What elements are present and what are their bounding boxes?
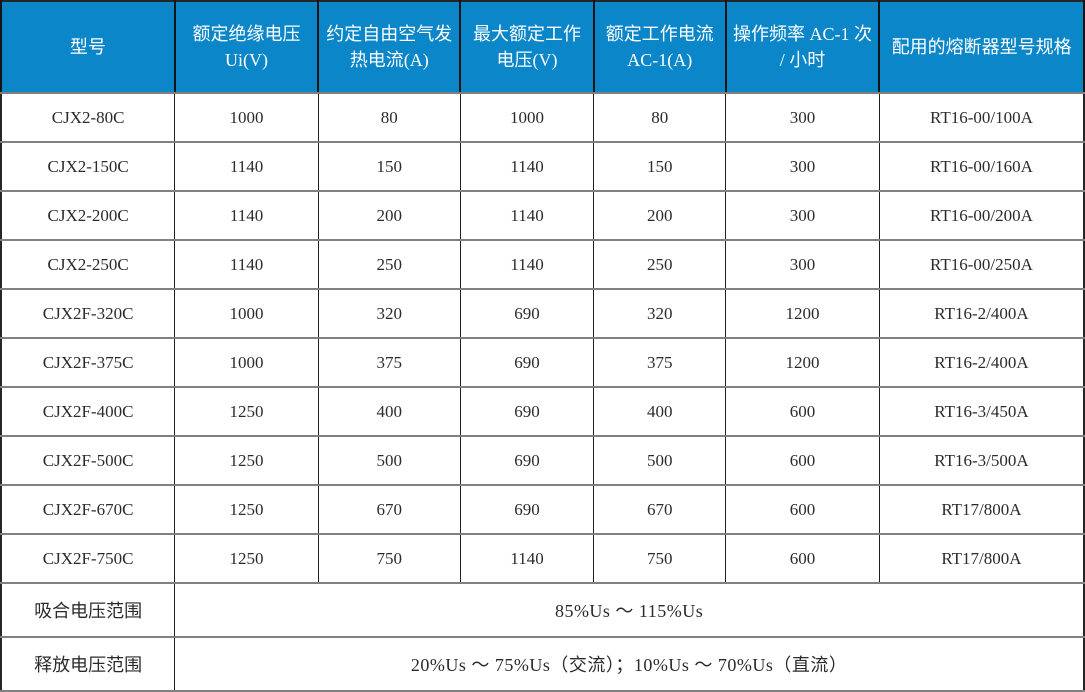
pickup-voltage-row: 吸合电压范围 85%Us ～ 115%Us [0,582,1085,638]
value-cell: 1140 [459,239,595,290]
value-cell: 690 [459,435,595,486]
value-cell: RT16-00/160A [878,141,1085,192]
value-cell: 690 [459,337,595,388]
value-cell: 670 [593,484,727,535]
model-cell: CJX2F-400C [0,386,176,437]
value-cell: 320 [317,288,461,339]
value-cell: 300 [725,239,880,290]
table-footer: 吸合电压范围 85%Us ～ 115%Us 释放电压范围 20%Us ～ 75%… [0,582,1085,692]
value-cell: 600 [725,533,880,584]
value-cell: 1250 [174,435,319,486]
value-cell: 320 [593,288,727,339]
value-cell: 150 [317,141,461,192]
value-cell: 1000 [174,288,319,339]
value-cell: 250 [593,239,727,290]
model-cell: CJX2F-375C [0,337,176,388]
value-cell: 1000 [459,92,595,143]
value-cell: 300 [725,141,880,192]
pickup-voltage-label: 吸合电压范围 [0,582,176,638]
table-header: 型号 额定绝缘电压 Ui(V) 约定自由空气发热电流(A) 最大额定工作电压(V… [0,1,1085,94]
release-voltage-value: 20%Us ～ 75%Us（交流）；10%Us ～ 70%Us（直流） [174,636,1085,692]
col-header-thermal-current: 约定自由空气发热电流(A) [317,1,462,94]
value-cell: 250 [317,239,461,290]
pickup-voltage-value: 85%Us ～ 115%Us [174,582,1085,638]
value-cell: RT16-00/250A [878,239,1085,290]
value-cell: 670 [317,484,461,535]
table-row: CJX2F-400C 1250 400 690 400 600 RT16-3/450A [0,386,1085,437]
value-cell: 690 [459,484,595,535]
value-cell: 400 [317,386,461,437]
table-row: CJX2F-320C 1000 320 690 320 1200 RT16-2/400A [0,288,1085,339]
table-row: CJX2-200C 1140 200 1140 200 300 RT16-00/200A [0,190,1085,241]
table-row: CJX2-150C 1140 150 1140 150 300 RT16-00/160A [0,141,1085,192]
value-cell: 375 [593,337,727,388]
model-cell: CJX2-80C [0,92,176,143]
value-cell: RT16-3/450A [878,386,1085,437]
value-cell: 690 [459,386,595,437]
value-cell: 1140 [459,533,595,584]
value-cell: 1250 [174,386,319,437]
table-row: CJX2F-750C 1250 750 1140 750 600 RT17/800A [0,533,1085,584]
model-cell: CJX2F-320C [0,288,176,339]
value-cell: 1250 [174,533,319,584]
value-cell: 1000 [174,337,319,388]
value-cell: 80 [317,92,461,143]
value-cell: RT16-2/400A [878,337,1085,388]
value-cell: 1200 [725,288,880,339]
table-row: CJX2F-375C 1000 375 690 375 1200 RT16-2/400A [0,337,1085,388]
value-cell: 1140 [174,239,319,290]
value-cell: 300 [725,190,880,241]
value-cell: 600 [725,386,880,437]
release-voltage-label: 释放电压范围 [0,636,176,692]
col-header-fuse-spec: 配用的熔断器型号规格 [878,1,1085,94]
value-cell: 400 [593,386,727,437]
value-cell: RT17/800A [878,533,1085,584]
value-cell: 1250 [174,484,319,535]
col-header-operation-frequency: 操作频率 AC-1 次 / 小时 [724,1,881,94]
value-cell: RT16-2/400A [878,288,1085,339]
value-cell: 600 [725,484,880,535]
value-cell: 300 [725,92,880,143]
table-row: CJX2F-670C 1250 670 690 670 600 RT17/800A [0,484,1085,535]
value-cell: RT16-00/200A [878,190,1085,241]
col-header-working-current: 额定工作电流 AC-1(A) [592,1,727,94]
value-cell: 1140 [459,141,595,192]
table-row: CJX2-250C 1140 250 1140 250 300 RT16-00/250A [0,239,1085,290]
col-header-model: 型号 [0,1,176,94]
value-cell: 750 [317,533,461,584]
value-cell: 600 [725,435,880,486]
value-cell: 750 [593,533,727,584]
model-cell: CJX2-200C [0,190,176,241]
value-cell: 690 [459,288,595,339]
table-body: CJX2-80C 1000 80 1000 80 300 RT16-00/100A CJX2-… [0,92,1085,584]
model-cell: CJX2F-750C [0,533,176,584]
value-cell: RT16-00/100A [878,92,1085,143]
value-cell: RT17/800A [878,484,1085,535]
value-cell: 1140 [174,141,319,192]
table-row: CJX2F-500C 1250 500 690 500 600 RT16-3/500A [0,435,1085,486]
value-cell: 1000 [174,92,319,143]
value-cell: 500 [593,435,727,486]
value-cell: RT16-3/500A [878,435,1085,486]
value-cell: 500 [317,435,461,486]
header-row: 型号 额定绝缘电压 Ui(V) 约定自由空气发热电流(A) 最大额定工作电压(V… [0,1,1085,94]
value-cell: 1140 [459,190,595,241]
value-cell: 375 [317,337,461,388]
value-cell: 150 [593,141,727,192]
value-cell: 1140 [174,190,319,241]
model-cell: CJX2F-500C [0,435,176,486]
model-cell: CJX2-250C [0,239,176,290]
value-cell: 200 [593,190,727,241]
value-cell: 1200 [725,337,880,388]
value-cell: 200 [317,190,461,241]
model-cell: CJX2-150C [0,141,176,192]
col-header-max-working-voltage: 最大额定工作电压(V) [459,1,595,94]
value-cell: 80 [593,92,727,143]
model-cell: CJX2F-670C [0,484,176,535]
table-row: CJX2-80C 1000 80 1000 80 300 RT16-00/100A [0,92,1085,143]
release-voltage-row: 释放电压范围 20%Us ～ 75%Us（交流）；10%Us ～ 70%Us（直… [0,636,1085,692]
col-header-insulation-voltage: 额定绝缘电压 Ui(V) [173,1,320,94]
